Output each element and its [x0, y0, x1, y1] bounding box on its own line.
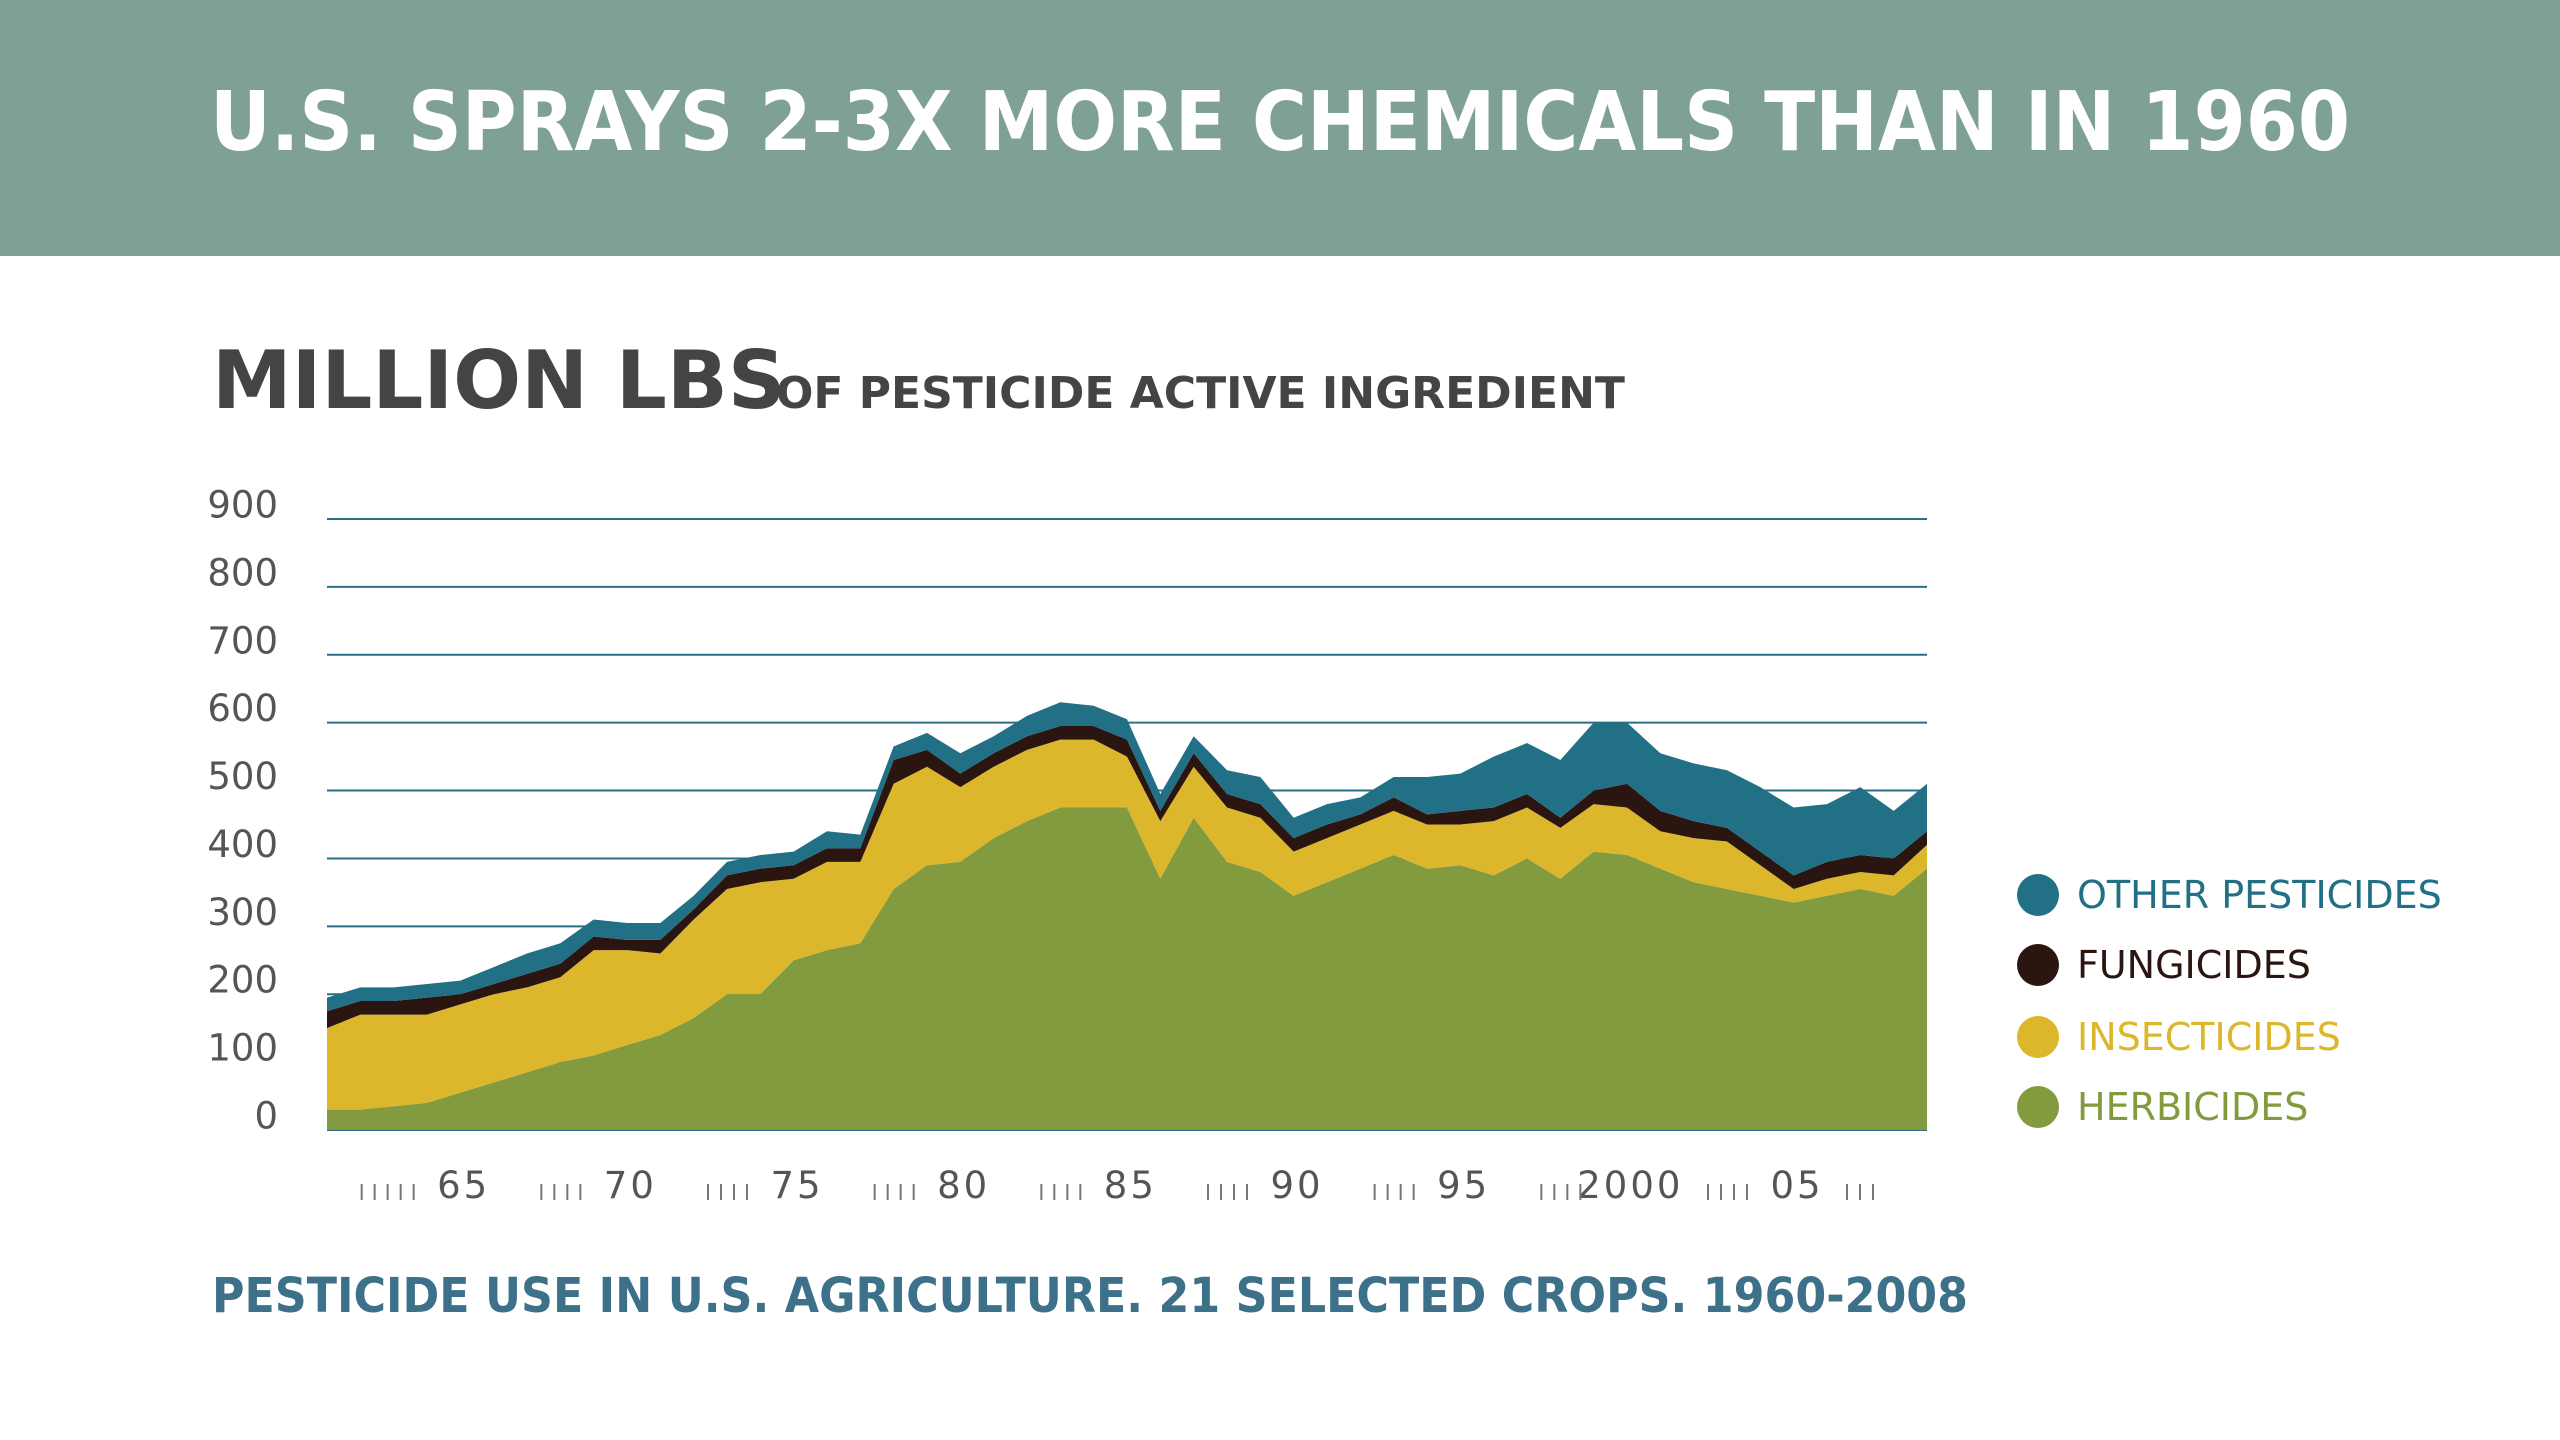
x-tick-label: 2000 — [1577, 1164, 1683, 1207]
x-tick-label: 85 — [1104, 1164, 1157, 1207]
y-tick-label: 100 — [207, 1027, 278, 1070]
legend-label: FUNGICIDES — [2077, 943, 2311, 987]
area — [327, 726, 1927, 1029]
subtitle-note: OF PESTICIDE ACTIVE INGREDIENT — [776, 368, 1625, 419]
chart-title: U.S. SPRAYS 2-3X MORE CHEMICALS THAN IN … — [210, 75, 2350, 170]
x-tick-label: 80 — [937, 1164, 990, 1207]
y-tick-label: 700 — [207, 619, 278, 662]
axes: 0 100 200 300 400 500 600 700 800 900 65 70 75 80 85 90… — [207, 484, 1874, 1207]
x-tick-label: 65 — [437, 1164, 490, 1207]
x-tick-label: 70 — [604, 1164, 657, 1207]
y-tick-label: 0 — [254, 1095, 278, 1138]
subtitle: MILLION LBS — [212, 334, 785, 427]
x-tick-label: 90 — [1270, 1164, 1323, 1207]
y-tick-label: 300 — [207, 891, 278, 934]
legend-label: HERBICIDES — [2077, 1085, 2308, 1129]
legend-swatch — [2017, 874, 2059, 916]
areas — [327, 702, 1927, 1130]
y-tick-label: 800 — [207, 551, 278, 594]
area — [327, 739, 1927, 1110]
x-tick-label: 95 — [1437, 1164, 1490, 1207]
legend-swatch — [2017, 1086, 2059, 1128]
y-tick-label: 600 — [207, 687, 278, 730]
y-tick-label: 500 — [207, 755, 278, 798]
legend-label: OTHER PESTICIDES — [2077, 873, 2442, 917]
header-band — [0, 0, 2560, 256]
y-tick-label: 900 — [207, 484, 278, 527]
area — [327, 807, 1927, 1130]
x-tick-label: 05 — [1770, 1164, 1823, 1207]
legend-swatch — [2017, 1016, 2059, 1058]
area — [327, 702, 1927, 1012]
y-tick-label: 200 — [207, 959, 278, 1002]
legend-label: INSECTICIDES — [2077, 1015, 2341, 1059]
y-tick-label: 400 — [207, 823, 278, 866]
x-tick-label: 75 — [770, 1164, 823, 1207]
legend-swatch — [2017, 944, 2059, 986]
caption: PESTICIDE USE IN U.S. AGRICULTURE. 21 SE… — [212, 1268, 1968, 1324]
legend: HERBICIDES INSECTICIDES FUNGICIDES OTHER PE… — [2017, 873, 2442, 1129]
